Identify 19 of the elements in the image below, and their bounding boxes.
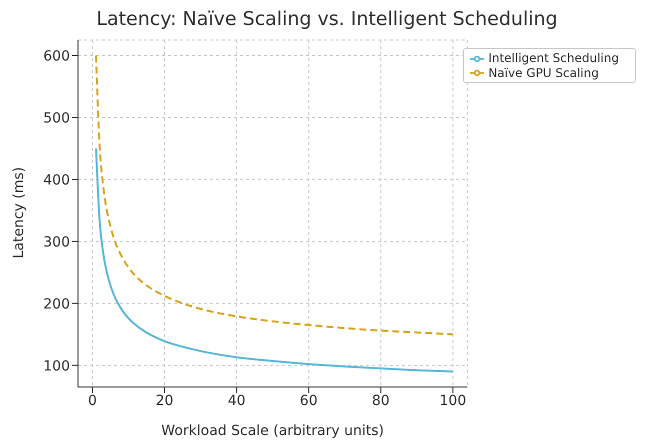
y-tick-label: 300 <box>43 234 70 250</box>
y-tick-label: 100 <box>43 358 70 374</box>
line-series <box>95 54 454 336</box>
y-tick-label: 400 <box>43 172 70 188</box>
y-tick-label: 600 <box>43 48 70 64</box>
y-axis-title: Latency (ms) <box>10 166 27 258</box>
x-tick-label: 80 <box>372 392 390 409</box>
x-tick-label: 60 <box>300 392 318 409</box>
legend-label: Naïve GPU Scaling <box>488 66 599 80</box>
y-tick-label: 200 <box>43 296 70 312</box>
x-tick-label: 0 <box>88 392 97 409</box>
line-series <box>95 147 454 373</box>
x-tick-label: 40 <box>228 392 246 409</box>
x-axis-title: Workload Scale (arbitrary units) <box>161 423 384 439</box>
x-tick-label: 20 <box>156 392 174 409</box>
chart-title: Latency: Naïve Scaling vs. Intelligent Scheduling <box>95 8 559 32</box>
x-tick-label: 100 <box>440 392 466 409</box>
y-tick-label: 500 <box>43 110 70 126</box>
legend-label: Intelligent Scheduling <box>488 51 619 65</box>
